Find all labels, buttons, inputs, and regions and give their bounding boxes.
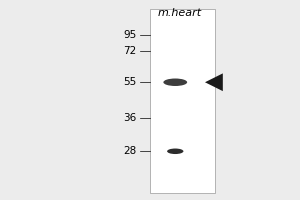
Text: 36: 36 [123,113,136,123]
Text: 72: 72 [123,46,136,56]
Text: 95: 95 [123,30,136,40]
Text: 55: 55 [123,77,136,87]
Text: 28: 28 [123,146,136,156]
Polygon shape [205,73,223,91]
Text: m.heart: m.heart [158,8,202,18]
Ellipse shape [167,149,183,154]
Bar [150,9,215,193]
Ellipse shape [164,79,187,86]
